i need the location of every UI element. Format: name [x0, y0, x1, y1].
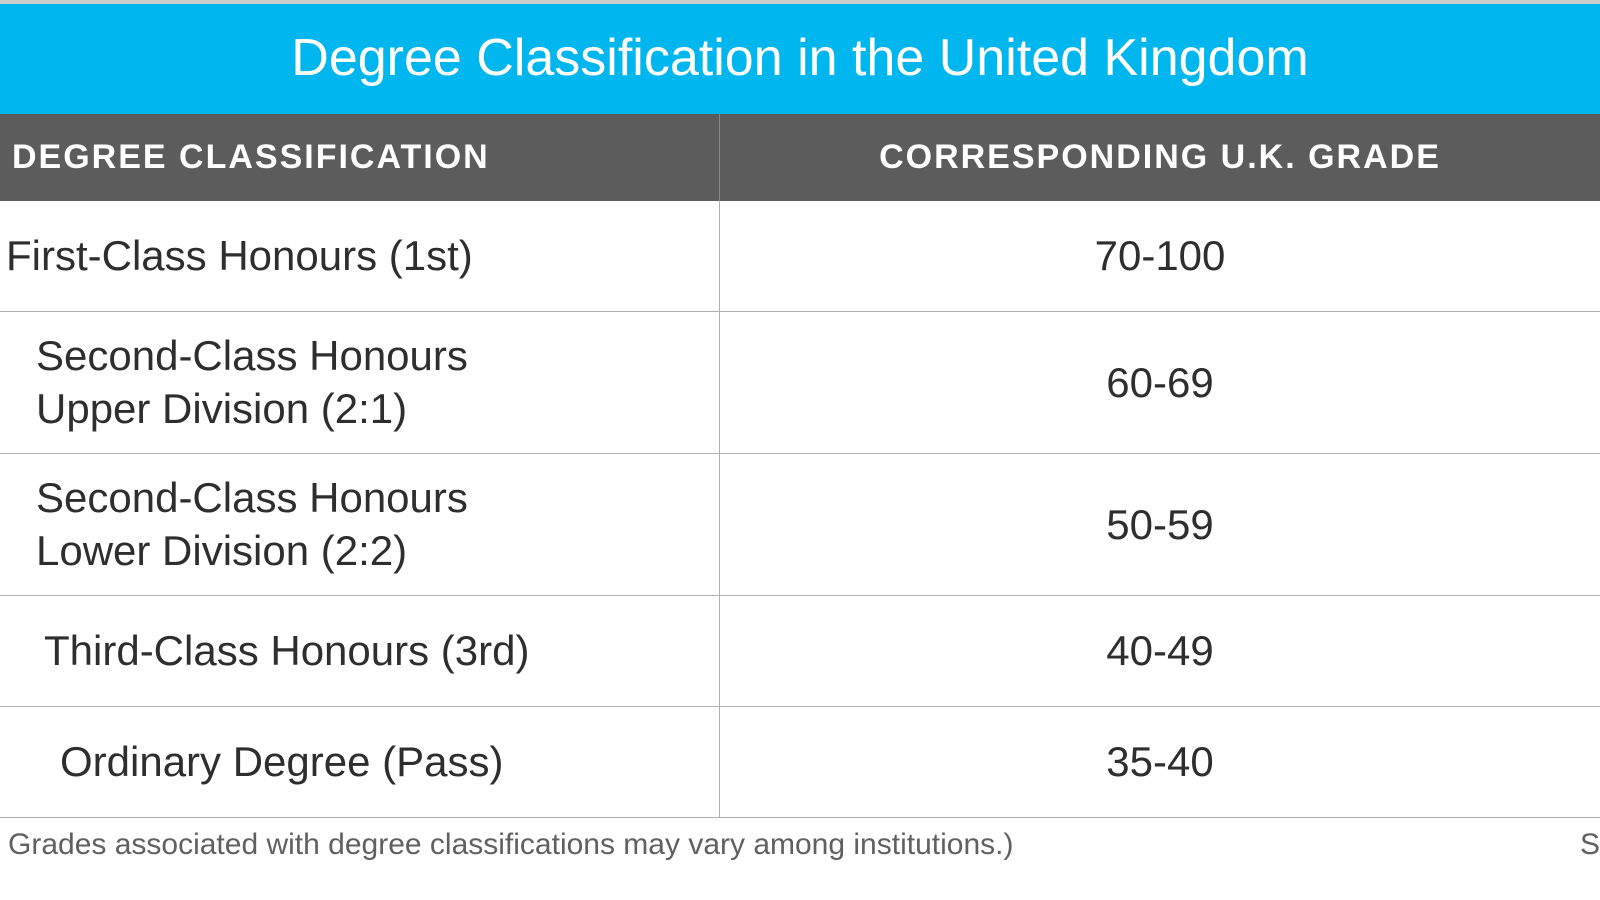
- cell-classification: Third-Class Honours (3rd): [0, 596, 720, 706]
- table-body: First-Class Honours (1st) 70-100 Second-Cl…: [0, 201, 1600, 818]
- footnote-right-fragment: S: [1580, 828, 1600, 862]
- classification-label: First-Class Honours (1st): [0, 230, 473, 283]
- table-row: Ordinary Degree (Pass) 35-40: [0, 707, 1600, 818]
- footnote-text: Grades associated with degree classifica…: [8, 828, 1013, 861]
- classification-label: Third-Class Honours (3rd): [0, 625, 529, 678]
- cell-grade: 60-69: [720, 341, 1600, 425]
- cell-grade: 50-59: [720, 483, 1600, 567]
- table-row: Second-Class Honours Upper Division (2:1…: [0, 312, 1600, 454]
- table-row: Second-Class Honours Lower Division (2:2…: [0, 454, 1600, 596]
- table-header: DEGREE CLASSIFICATION CORRESPONDING U.K.…: [0, 114, 1600, 201]
- footnote: Grades associated with degree classifica…: [0, 818, 1600, 862]
- cell-classification: First-Class Honours (1st): [0, 201, 720, 311]
- cell-grade: 70-100: [720, 214, 1600, 298]
- cell-classification: Ordinary Degree (Pass): [0, 707, 720, 817]
- table-row: Third-Class Honours (3rd) 40-49: [0, 596, 1600, 707]
- page-title: Degree Classification in the United King…: [0, 4, 1600, 114]
- cell-classification: Second-Class Honours Upper Division (2:1…: [0, 312, 720, 453]
- cell-grade: 35-40: [720, 720, 1600, 804]
- cell-grade: 40-49: [720, 609, 1600, 693]
- table-row: First-Class Honours (1st) 70-100: [0, 201, 1600, 312]
- classification-label: Ordinary Degree (Pass): [0, 736, 503, 789]
- classification-label: Second-Class Honours Upper Division (2:1…: [0, 330, 468, 435]
- column-header-grade: CORRESPONDING U.K. GRADE: [720, 114, 1600, 201]
- classification-label: Second-Class Honours Lower Division (2:2…: [0, 472, 468, 577]
- cell-classification: Second-Class Honours Lower Division (2:2…: [0, 454, 720, 595]
- column-header-classification: DEGREE CLASSIFICATION: [0, 114, 720, 201]
